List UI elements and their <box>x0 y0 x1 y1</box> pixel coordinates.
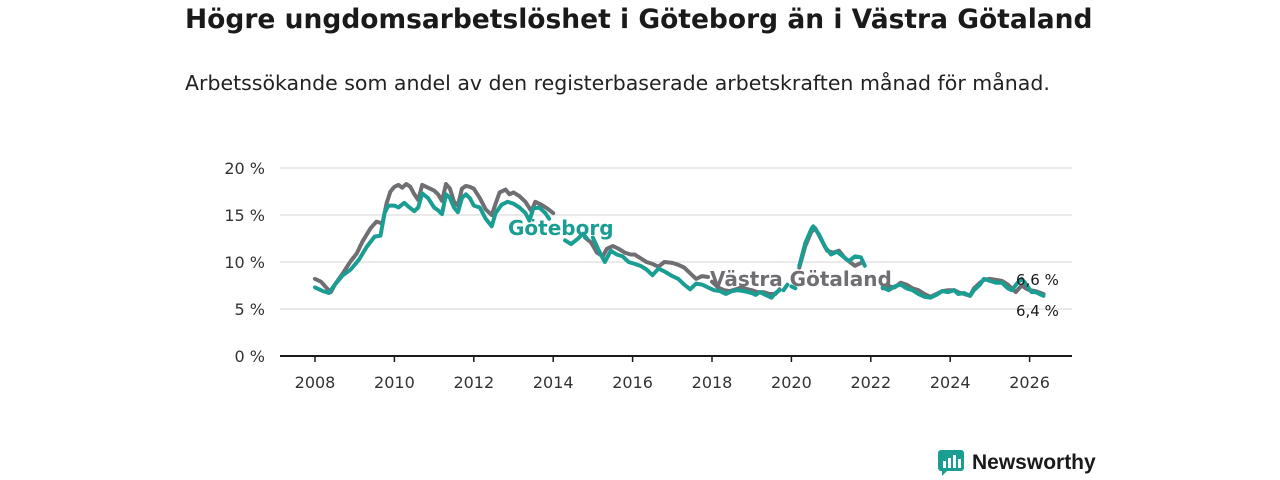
goteborg-series-label: Göteborg <box>508 216 614 240</box>
x-tick-label: 2022 <box>850 373 891 392</box>
y-tick-label: 5 % <box>235 300 265 319</box>
x-tick-label: 2010 <box>374 373 415 392</box>
goteborg-series-line <box>313 191 552 295</box>
x-tick-label: 2014 <box>533 373 574 392</box>
goteborg-series-line <box>797 224 867 268</box>
x-tick-label: 2018 <box>692 373 733 392</box>
goteborg-series-line <box>590 235 782 300</box>
y-tick-label: 10 % <box>224 253 265 272</box>
goteborg-series-line <box>781 282 790 293</box>
newsworthy-logo-icon <box>938 450 964 476</box>
x-tick-label: 2016 <box>612 373 653 392</box>
y-tick-label: 20 % <box>224 159 265 178</box>
x-tick-label: 2020 <box>771 373 812 392</box>
vastra-gotaland-series-label: Västra Götaland <box>710 267 892 291</box>
goteborg-series-line <box>880 276 1046 300</box>
chart-subtitle: Arbetssökande som andel av den registerb… <box>185 71 1050 95</box>
vastra-gotaland-end-value: 6,6 % <box>1016 271 1059 289</box>
goteborg-series-line <box>563 231 589 247</box>
x-tick-label: 2012 <box>453 373 494 392</box>
goteborg-series-line <box>789 284 798 291</box>
y-tick-label: 0 % <box>235 347 265 366</box>
vastra-series-line <box>583 235 710 281</box>
x-tick-label: 2024 <box>930 373 971 392</box>
goteborg-end-value: 6,4 % <box>1016 302 1059 320</box>
x-tick-label: 2008 <box>295 373 336 392</box>
vastra-series-line <box>710 279 782 296</box>
chart-title: Högre ungdomsarbetslöshet i Göteborg än … <box>185 4 1093 35</box>
brand: Newsworthy <box>937 448 1096 478</box>
x-tick-label: 2026 <box>1009 373 1050 392</box>
y-tick-label: 15 % <box>224 206 265 225</box>
vastra-series-line <box>313 182 556 295</box>
brand-name: Newsworthy <box>972 451 1096 474</box>
